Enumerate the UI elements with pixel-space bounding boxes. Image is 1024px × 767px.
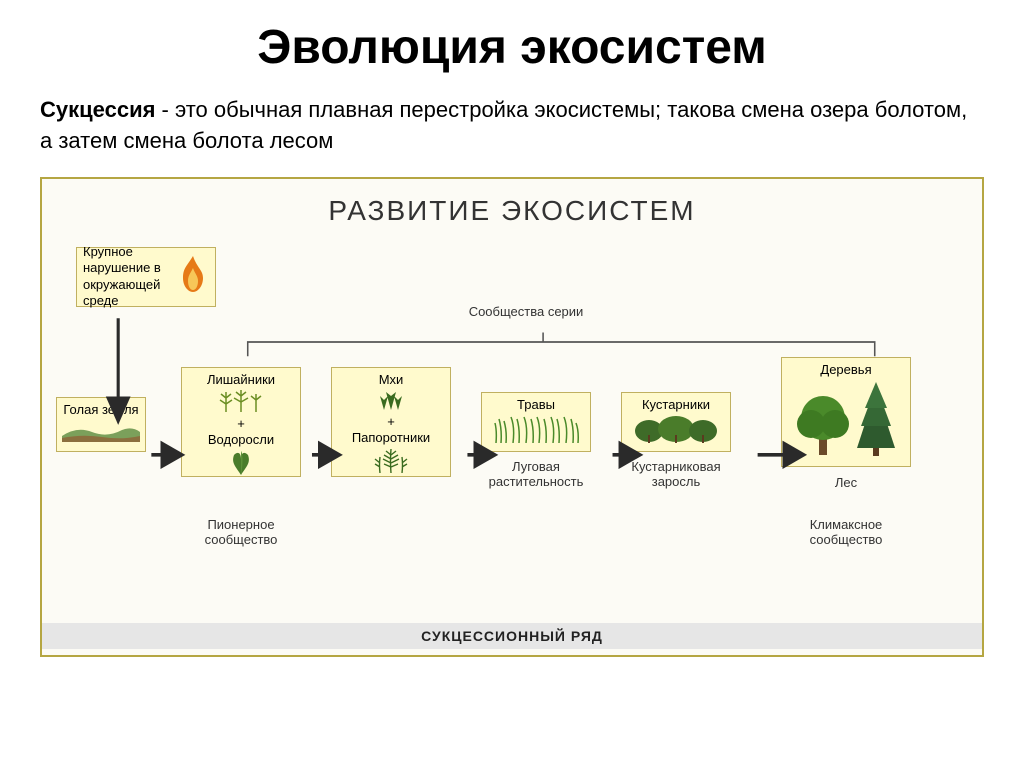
algae-icon bbox=[216, 449, 266, 475]
stage1-top: Лишайники bbox=[186, 372, 296, 388]
diagram-frame: РАЗВИТИЕ ЭКОСИСТЕМ Крупное нарушение в о… bbox=[40, 177, 984, 657]
climax-label: Климаксное сообщество bbox=[776, 517, 916, 547]
box-stage4: Кустарники bbox=[621, 392, 731, 452]
stage5-label: Деревья bbox=[786, 362, 906, 378]
moss-icon bbox=[366, 388, 416, 410]
stage2-mid: + bbox=[336, 414, 446, 430]
box-stage1: Лишайники + Водоросли bbox=[181, 367, 301, 477]
fern-icon bbox=[366, 447, 416, 473]
box-stage0: Голая земля bbox=[56, 397, 146, 452]
stage2-top: Мхи bbox=[336, 372, 446, 388]
stage4-label: Кустарники bbox=[626, 397, 726, 413]
pioneer-label: Пионерное сообщество bbox=[171, 517, 311, 547]
diagram-canvas: Крупное нарушение в окружающей среде Гол… bbox=[56, 247, 968, 627]
grass-icon bbox=[491, 413, 581, 443]
diagram-title: РАЗВИТИЕ ЭКОСИСТЕМ bbox=[56, 195, 968, 227]
bare-earth-icon bbox=[62, 418, 140, 442]
stage5-sublabel: Лес bbox=[781, 475, 911, 490]
trees-icon bbox=[787, 378, 905, 458]
stage3-sublabel: Луговая растительность bbox=[481, 459, 591, 489]
bottom-bar: СУКЦЕССИОННЫЙ РЯД bbox=[42, 623, 982, 649]
definition-term: Сукцессия bbox=[40, 97, 155, 122]
stage1-mid: + bbox=[186, 416, 296, 432]
fire-icon bbox=[177, 254, 209, 298]
definition-text: Сукцессия - это обычная плавная перестро… bbox=[40, 95, 984, 157]
stage0-label: Голая земля bbox=[61, 402, 141, 418]
box-stage3: Травы bbox=[481, 392, 591, 452]
lichen-icon bbox=[216, 388, 266, 412]
stage4-sublabel: Кустарниковая заросль bbox=[616, 459, 736, 489]
box-stage5: Деревья bbox=[781, 357, 911, 467]
box-disturbance: Крупное нарушение в окружающей среде bbox=[76, 247, 216, 307]
bottom-label: СУКЦЕССИОННЫЙ РЯД bbox=[421, 628, 603, 644]
stage3-label: Травы bbox=[486, 397, 586, 413]
stage2-bot: Папоротники bbox=[336, 430, 446, 446]
page-title: Эволюция экосистем bbox=[40, 20, 984, 75]
box-stage2: Мхи + Папоротники bbox=[331, 367, 451, 477]
definition-rest: - это обычная плавная перестройка экосис… bbox=[40, 97, 967, 153]
shrub-icon bbox=[631, 413, 721, 443]
stage1-bot: Водоросли bbox=[186, 432, 296, 448]
disturbance-label: Крупное нарушение в окружающей среде bbox=[83, 244, 177, 309]
series-label: Сообщества серии bbox=[426, 304, 626, 319]
